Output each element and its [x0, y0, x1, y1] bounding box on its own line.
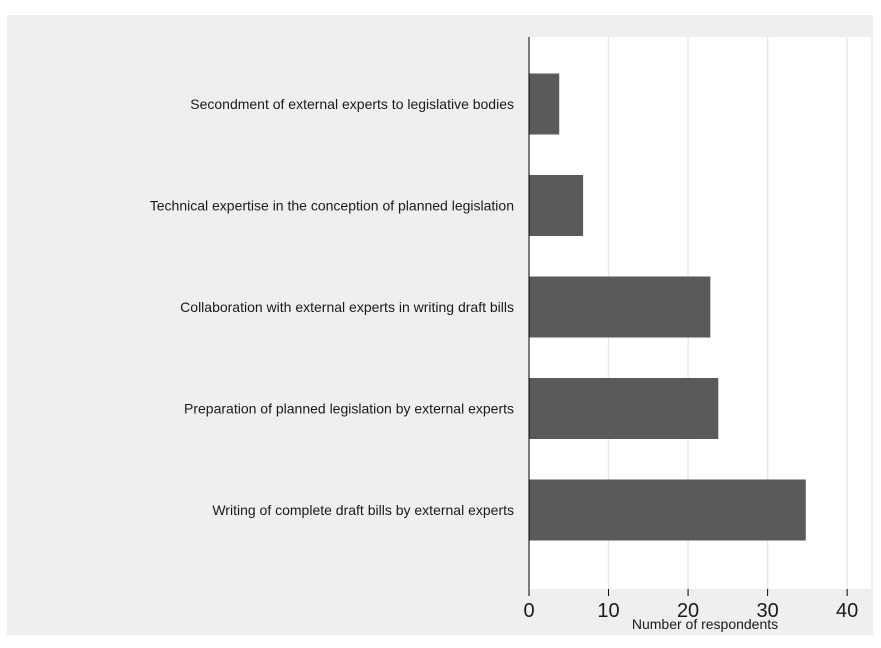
category-labels: Secondment of external experts to legisl… [150, 96, 514, 518]
bar [529, 479, 806, 541]
x-axis-title: Number of respondents [632, 616, 778, 632]
x-tick-label: 20 [677, 600, 699, 622]
category-label: Technical expertise in the conception of… [150, 198, 514, 214]
x-tick-label: 0 [523, 600, 534, 622]
chart-frame: Secondment of external experts to legisl… [7, 15, 873, 635]
category-label: Secondment of external experts to legisl… [190, 96, 514, 112]
x-tick-label: 40 [836, 600, 858, 622]
x-axis-ticks: 0 10 20 30 40 [523, 589, 858, 622]
category-label: Collaboration with external experts in w… [180, 299, 514, 315]
x-tick-label: 10 [597, 600, 619, 622]
bar [529, 276, 711, 338]
category-label: Writing of complete draft bills by exter… [212, 502, 514, 518]
bar [529, 378, 719, 439]
bar-chart: Secondment of external experts to legisl… [150, 37, 871, 632]
category-label: Preparation of planned legislation by ex… [184, 401, 514, 417]
x-tick-label: 30 [756, 600, 778, 622]
bar [529, 73, 560, 135]
bar [529, 175, 584, 236]
bars [529, 73, 806, 541]
